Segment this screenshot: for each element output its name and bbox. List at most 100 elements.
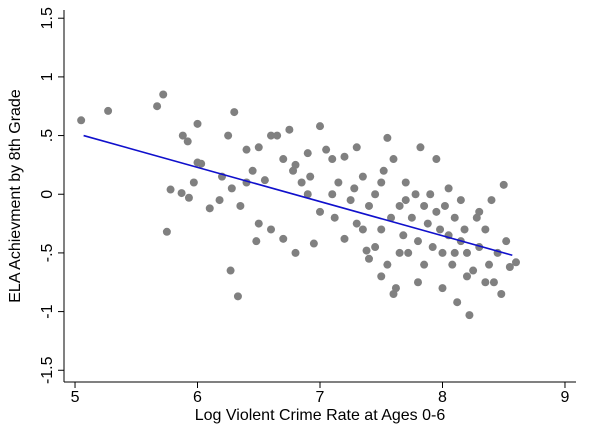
point xyxy=(497,289,506,298)
point xyxy=(453,298,462,307)
point xyxy=(428,243,437,252)
point xyxy=(440,201,449,210)
point xyxy=(306,172,315,181)
point xyxy=(502,237,511,246)
point xyxy=(236,201,245,210)
y-tick-label: -1 xyxy=(39,304,56,318)
point xyxy=(450,248,459,257)
y-tick-label: -.5 xyxy=(39,243,56,262)
point xyxy=(352,219,361,228)
point xyxy=(401,196,410,205)
point xyxy=(316,207,324,216)
point xyxy=(267,131,276,140)
point xyxy=(416,143,425,152)
point xyxy=(371,243,380,252)
x-tick-label: 5 xyxy=(71,389,80,406)
point xyxy=(505,262,514,271)
point xyxy=(334,178,343,187)
point xyxy=(387,213,396,222)
point xyxy=(432,207,441,216)
point xyxy=(462,272,471,281)
point xyxy=(303,190,312,199)
point xyxy=(469,266,478,275)
point xyxy=(413,237,422,246)
fit-line xyxy=(83,134,513,257)
point xyxy=(350,184,359,193)
point xyxy=(233,292,242,301)
point xyxy=(316,122,324,131)
point xyxy=(193,119,202,128)
point xyxy=(489,278,498,287)
point xyxy=(404,248,413,257)
point xyxy=(362,246,371,255)
point xyxy=(395,248,404,257)
point xyxy=(448,260,457,269)
point xyxy=(358,225,367,234)
point xyxy=(456,196,465,205)
point xyxy=(364,201,373,210)
point xyxy=(465,311,474,320)
point xyxy=(450,213,459,222)
point xyxy=(444,184,453,193)
x-tick-label: 8 xyxy=(438,389,447,406)
point xyxy=(407,213,416,222)
point xyxy=(230,108,239,117)
point xyxy=(462,248,471,257)
point xyxy=(432,155,441,164)
point xyxy=(248,166,257,175)
point xyxy=(420,260,429,269)
point xyxy=(252,237,261,246)
point xyxy=(166,185,175,194)
point xyxy=(177,189,186,198)
point xyxy=(499,180,508,189)
point xyxy=(438,284,447,293)
point xyxy=(399,231,408,240)
point xyxy=(153,102,162,111)
point xyxy=(303,149,312,158)
point xyxy=(285,125,294,134)
point xyxy=(340,234,349,243)
point xyxy=(389,155,398,164)
point xyxy=(215,196,224,205)
point xyxy=(377,225,386,234)
y-axis-title: ELA Achievment by 8th Grade xyxy=(7,89,24,303)
point xyxy=(162,227,171,236)
point xyxy=(485,260,494,269)
x-tick-label: 6 xyxy=(193,389,202,406)
point xyxy=(291,160,300,169)
point xyxy=(267,225,276,234)
point xyxy=(371,190,380,199)
point xyxy=(340,152,349,161)
point xyxy=(364,254,373,263)
point xyxy=(224,131,233,140)
point xyxy=(330,213,339,222)
point xyxy=(420,201,429,210)
point xyxy=(352,143,361,152)
point xyxy=(254,219,263,228)
point xyxy=(279,234,288,243)
point xyxy=(260,176,269,185)
point xyxy=(383,260,392,269)
point xyxy=(242,145,251,154)
y-tick-label: 1.5 xyxy=(39,7,56,29)
point xyxy=(426,190,435,199)
point xyxy=(328,190,337,199)
point xyxy=(279,155,288,164)
point xyxy=(159,90,168,99)
point xyxy=(197,159,206,168)
point xyxy=(487,196,496,205)
point xyxy=(189,178,198,187)
point xyxy=(328,155,337,164)
point xyxy=(411,190,420,199)
point xyxy=(322,145,331,154)
point xyxy=(309,239,318,248)
point xyxy=(227,184,236,193)
point xyxy=(413,278,422,287)
point xyxy=(205,204,214,213)
x-tick-label: 7 xyxy=(316,389,325,406)
point xyxy=(511,258,520,267)
point xyxy=(346,196,355,205)
point xyxy=(254,143,263,152)
y-tick-label: 0 xyxy=(39,190,56,199)
